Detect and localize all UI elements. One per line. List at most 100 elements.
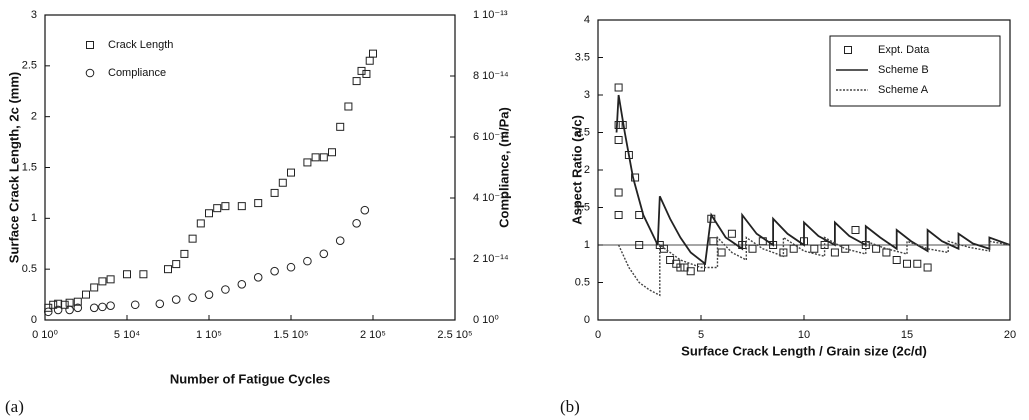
marker (882, 248, 891, 257)
caption: (a) (5, 397, 24, 416)
legend-marker (844, 46, 852, 54)
marker (139, 270, 148, 279)
marker (65, 305, 74, 315)
series-line (617, 235, 1011, 297)
x-tick-label: 10 (798, 329, 810, 341)
marker (903, 259, 911, 268)
y-tick-label: 3 (584, 89, 590, 101)
marker (923, 263, 932, 272)
marker (98, 302, 107, 312)
marker (311, 153, 320, 162)
legend-marker (86, 41, 94, 49)
y-axis-label: Surface Crack Length, 2c (mm) (6, 72, 21, 263)
marker (344, 102, 353, 111)
marker (851, 226, 860, 234)
marker (913, 259, 922, 268)
y-tick-label: 0 (31, 314, 37, 326)
marker (221, 285, 230, 294)
legend-label: Expt. Data (878, 44, 930, 56)
marker (164, 265, 172, 274)
y-tick-label: 3.5 (575, 51, 590, 63)
y-tick-label: 1 (584, 239, 590, 251)
marker (635, 241, 644, 249)
y-tick-label: 0.5 (575, 276, 590, 288)
marker (123, 270, 131, 279)
y-tick-label: 1.5 (22, 161, 37, 173)
y-tick-label: 2.5 (575, 126, 590, 138)
marker (106, 275, 115, 284)
marker (237, 202, 246, 211)
marker (180, 249, 189, 258)
marker (676, 263, 685, 272)
x-axis-label: Number of Fatigue Cycles (170, 371, 330, 386)
x-tick-label: 0 10⁰ (32, 329, 58, 341)
marker (82, 290, 90, 299)
marker (365, 56, 374, 65)
y-tick-label: 1.5 (575, 201, 590, 213)
y-tick-label: 2.5 (22, 60, 37, 72)
marker (130, 300, 140, 310)
marker (188, 234, 197, 243)
y-tick-label: 2 (31, 111, 37, 123)
marker (254, 199, 263, 208)
marker (709, 237, 718, 246)
x-tick-label: 2 10⁵ (360, 329, 386, 341)
caption: (b) (560, 397, 580, 416)
x-tick-label: 5 (698, 329, 704, 341)
marker (872, 244, 881, 253)
x-tick-label: 1.5 10⁵ (273, 329, 308, 341)
y2-tick-label: 6 10⁻¹⁴ (473, 131, 509, 143)
y-tick-label: 2 (584, 164, 590, 176)
legend-label: Compliance (108, 67, 166, 79)
marker (221, 202, 230, 211)
y2-tick-label: 2 10⁻¹⁴ (473, 253, 509, 265)
series-line (615, 94, 1011, 266)
x-tick-label: 5 10⁴ (114, 329, 140, 341)
marker (65, 298, 74, 307)
marker (686, 267, 695, 276)
marker (727, 229, 736, 238)
marker (237, 280, 247, 289)
y2-tick-label: 8 10⁻¹⁴ (473, 70, 509, 82)
marker (841, 244, 850, 253)
marker (352, 219, 361, 228)
marker (789, 244, 798, 253)
marker (614, 136, 623, 144)
marker (172, 260, 181, 269)
x-tick-label: 2.5 10⁵ (437, 329, 472, 341)
marker (360, 205, 370, 215)
marker (635, 211, 644, 219)
x-tick-label: 0 (595, 329, 601, 341)
marker (717, 248, 726, 257)
marker (303, 158, 312, 167)
marker (43, 307, 53, 317)
y2-tick-label: 0 10⁰ (473, 314, 499, 326)
marker (278, 178, 287, 187)
marker (335, 236, 345, 245)
marker (60, 300, 69, 309)
marker (614, 83, 623, 92)
marker (270, 266, 279, 276)
marker (49, 300, 58, 309)
marker (369, 49, 377, 58)
marker (205, 209, 213, 218)
y-tick-label: 1 (31, 212, 37, 224)
legend-label: Scheme B (878, 64, 929, 76)
marker (213, 204, 222, 213)
legend-label: Crack Length (108, 39, 173, 51)
y-axis-label: Aspect Ratio (a/c) (569, 115, 584, 225)
y-tick-label: 0 (584, 314, 590, 326)
marker (352, 77, 361, 86)
marker (319, 249, 329, 259)
marker (286, 262, 296, 272)
marker (196, 219, 205, 228)
marker (319, 153, 328, 162)
y2-tick-label: 1 10⁻¹³ (473, 9, 508, 21)
x-tick-label: 20 (1004, 329, 1016, 341)
y2-axis-label: Compliance, (m/Pa) (496, 107, 511, 228)
y-tick-label: 0.5 (22, 263, 37, 275)
marker (73, 297, 82, 306)
marker (336, 122, 345, 131)
marker (89, 303, 99, 313)
